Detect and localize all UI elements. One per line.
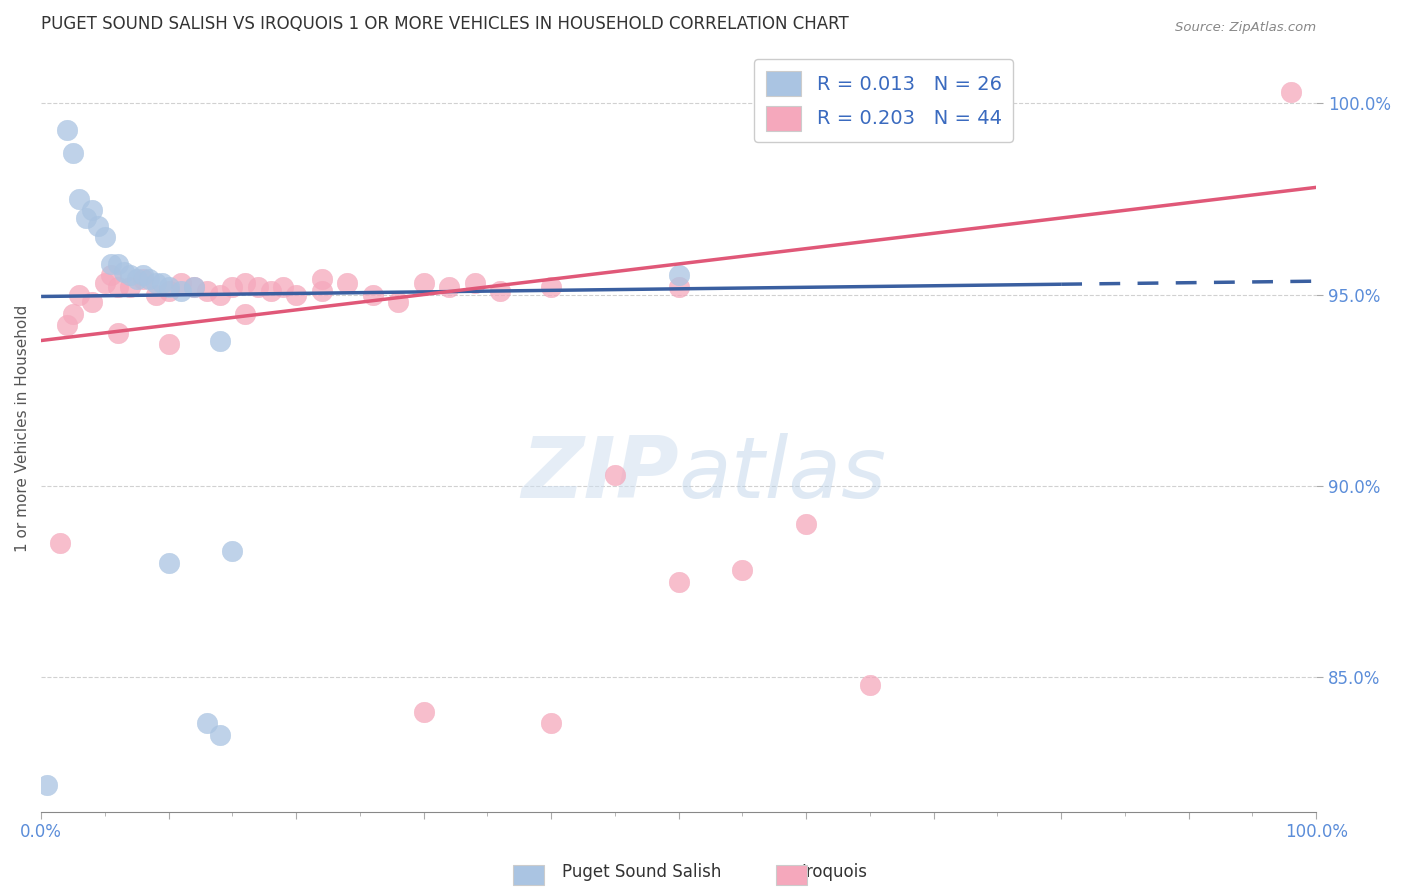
Point <box>195 716 218 731</box>
Point <box>67 287 90 301</box>
Point <box>794 517 817 532</box>
Text: atlas: atlas <box>679 433 887 516</box>
Point <box>67 192 90 206</box>
Point <box>603 467 626 482</box>
Point <box>233 276 256 290</box>
Point <box>412 276 434 290</box>
Point <box>311 272 333 286</box>
Point <box>145 276 167 290</box>
Point <box>208 728 231 742</box>
Point <box>132 268 155 283</box>
Text: Iroquois: Iroquois <box>801 863 868 881</box>
Text: ZIP: ZIP <box>522 433 679 516</box>
Point <box>157 337 180 351</box>
Point <box>87 219 110 233</box>
Point <box>82 295 104 310</box>
Point <box>311 284 333 298</box>
Point <box>100 257 122 271</box>
Point <box>132 272 155 286</box>
Point <box>107 257 129 271</box>
Point <box>221 544 243 558</box>
Text: Source: ZipAtlas.com: Source: ZipAtlas.com <box>1175 21 1316 34</box>
Point <box>62 307 84 321</box>
Point <box>37 778 59 792</box>
Point <box>120 268 142 283</box>
Point <box>195 284 218 298</box>
Point <box>273 280 295 294</box>
Point <box>112 264 135 278</box>
Point <box>233 307 256 321</box>
Point <box>336 276 359 290</box>
Point <box>170 276 193 290</box>
Point <box>1279 85 1302 99</box>
Point <box>82 203 104 218</box>
Point <box>183 280 205 294</box>
Text: PUGET SOUND SALISH VS IROQUOIS 1 OR MORE VEHICLES IN HOUSEHOLD CORRELATION CHART: PUGET SOUND SALISH VS IROQUOIS 1 OR MORE… <box>41 15 849 33</box>
Point <box>62 145 84 160</box>
Point <box>55 318 77 333</box>
Point <box>125 272 148 286</box>
Point <box>246 280 269 294</box>
Point <box>107 326 129 340</box>
Point <box>170 284 193 298</box>
Point <box>94 276 117 290</box>
Point <box>540 716 562 731</box>
Point <box>145 287 167 301</box>
Point <box>731 563 754 577</box>
Point <box>208 287 231 301</box>
Point <box>221 280 243 294</box>
Y-axis label: 1 or more Vehicles in Household: 1 or more Vehicles in Household <box>15 305 30 552</box>
Point <box>437 280 460 294</box>
Point <box>120 280 142 294</box>
Point <box>138 272 160 286</box>
Point <box>183 280 205 294</box>
Point <box>259 284 281 298</box>
Point <box>208 334 231 348</box>
Point <box>668 574 690 589</box>
Point <box>49 536 72 550</box>
Point <box>94 230 117 244</box>
Point <box>285 287 308 301</box>
Legend: R = 0.013   N = 26, R = 0.203   N = 44: R = 0.013 N = 26, R = 0.203 N = 44 <box>754 59 1014 142</box>
Point <box>412 705 434 719</box>
Point <box>387 295 409 310</box>
Point <box>157 284 180 298</box>
Point <box>100 268 122 283</box>
Text: Puget Sound Salish: Puget Sound Salish <box>562 863 721 881</box>
Point <box>668 268 690 283</box>
Point <box>75 211 97 225</box>
Point <box>107 280 129 294</box>
Point <box>150 276 173 290</box>
Point <box>361 287 384 301</box>
Point <box>489 284 512 298</box>
Point <box>668 280 690 294</box>
Point <box>464 276 486 290</box>
Point <box>157 280 180 294</box>
Point <box>859 678 882 692</box>
Point <box>55 123 77 137</box>
Point <box>540 280 562 294</box>
Point <box>157 556 180 570</box>
